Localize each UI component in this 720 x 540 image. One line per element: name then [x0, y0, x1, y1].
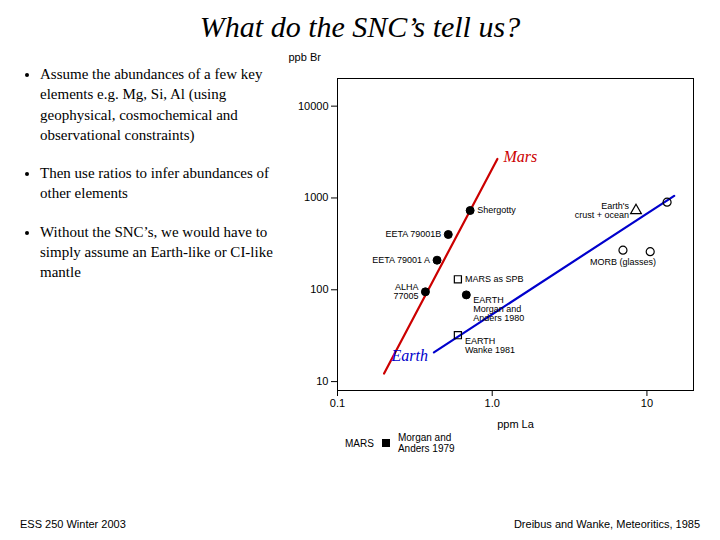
svg-text:1000: 1000: [304, 191, 328, 203]
html-text:Morgan and Anders 1979: Morgan and Anders 1979: [397, 432, 455, 454]
svg-text:10000: 10000: [298, 100, 329, 112]
html-text:ESS 250 Winter 2003: ESS 250 Winter 2003: [20, 518, 126, 530]
svg-text:EARTHMorgan andAnders 1980: EARTHMorgan andAnders 1980: [473, 295, 524, 323]
svg-text:EARTHWanke 1981: EARTHWanke 1981: [465, 336, 515, 355]
svg-text:10: 10: [316, 375, 328, 387]
html-text:Then use ratios to infer abund: Then use ratios to infer abundances of o…: [40, 165, 270, 202]
html-text:Dreibus and Wanke, Meteoritics: Dreibus and Wanke, Meteoritics, 1985: [513, 518, 700, 530]
svg-text:0.1: 0.1: [330, 397, 345, 409]
svg-text:EETA 79001 A: EETA 79001 A: [372, 255, 430, 265]
svg-text:Shergotty: Shergotty: [477, 205, 516, 215]
html-text:What do the SNC’s tell us?: What do the SNC’s tell us?: [199, 10, 521, 43]
svg-text:ppb Br: ppb Br: [289, 51, 322, 63]
svg-text:100: 100: [310, 283, 328, 295]
svg-text:MARS as SPB: MARS as SPB: [465, 274, 524, 284]
svg-text:MORB (glasses): MORB (glasses): [590, 257, 656, 267]
html-text:Without the SNC’s, we would ha: Without the SNC’s, we would have to simp…: [40, 223, 273, 280]
svg-text:Mars: Mars: [502, 148, 537, 165]
svg-text:10: 10: [641, 397, 653, 409]
svg-text:Earth: Earth: [390, 347, 427, 364]
svg-text:Earth'scrust + ocean: Earth'scrust + ocean: [575, 201, 630, 220]
svg-text:EETA 79001B: EETA 79001B: [385, 229, 441, 239]
html-text:Assume the abundances of a few: Assume the abundances of a few key eleme…: [40, 66, 263, 143]
svg-text:ALHA77005: ALHA77005: [393, 282, 418, 301]
html-text:MARS: MARS: [345, 437, 374, 449]
svg-text:ppm La: ppm La: [497, 418, 535, 430]
svg-text:1.0: 1.0: [485, 397, 500, 409]
